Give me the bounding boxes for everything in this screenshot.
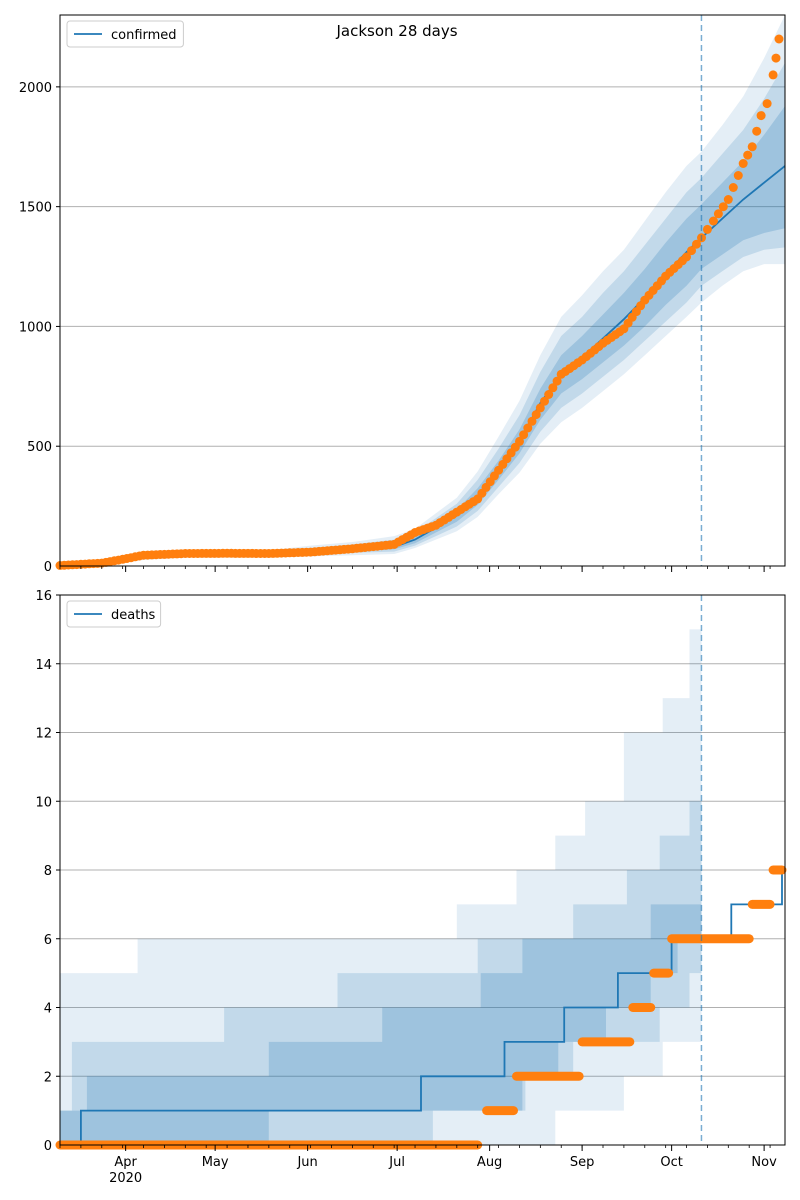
uncertainty-band [60, 801, 702, 1145]
x-tick-label: 2020 [109, 1171, 142, 1186]
observed-point [515, 436, 524, 446]
y-tick-label: 0 [44, 1139, 52, 1154]
observed-point [527, 416, 537, 426]
observed-point [774, 34, 784, 44]
legend-frame [66, 20, 184, 48]
observed-point [531, 410, 541, 420]
y-tick-label: 8 [44, 864, 52, 879]
observed-point [702, 224, 712, 234]
y-tick-label: 1000 [19, 320, 52, 335]
x-tick-label: Jul [388, 1155, 405, 1170]
observed-point [756, 111, 766, 121]
uncertainty-band [60, 15, 785, 566]
confirmed-panel: 0 500 1000 1500 2000 confirmed [19, 14, 786, 575]
legend-label: deaths [111, 608, 156, 623]
x-tick-label: May [202, 1155, 229, 1170]
legend-frame [66, 600, 162, 628]
observed-point [682, 252, 691, 262]
legend: confirmed [66, 20, 184, 48]
observed-point [535, 403, 545, 413]
x-tick-label: Aug [477, 1155, 502, 1170]
observed-point [519, 430, 529, 440]
observed-point [747, 142, 757, 152]
observed-point [768, 70, 778, 80]
x-tick-label: Apr [114, 1155, 137, 1170]
observed-point [723, 195, 733, 204]
observed-point [540, 396, 549, 406]
y-tick-label: 2000 [19, 81, 52, 96]
y-tick-label: 1500 [19, 201, 52, 216]
observed-point [771, 53, 781, 63]
observed-point [718, 202, 728, 212]
observed-point [728, 183, 738, 192]
uncertainty-band [60, 904, 702, 1145]
y-tick-label: 12 [35, 727, 52, 742]
observed-point [544, 390, 554, 399]
model-line [60, 869, 785, 1146]
observed-point [752, 126, 762, 136]
uncertainty-band [60, 62, 785, 567]
observed-point [687, 246, 696, 256]
y-tick-label: 0 [44, 560, 52, 575]
x-tick-label: Jun [296, 1155, 317, 1170]
y-tick-label: 6 [44, 933, 52, 948]
observed-point [548, 383, 558, 393]
observed-point [762, 99, 772, 109]
y-tick-label: 16 [35, 589, 52, 604]
x-tick-label: Sep [570, 1155, 595, 1170]
legend: deaths [66, 600, 162, 628]
observed-point [692, 239, 701, 249]
observed-point [708, 216, 718, 226]
observed-point [523, 423, 533, 433]
y-tick-label: 14 [35, 658, 52, 673]
y-tick-label: 10 [35, 795, 52, 810]
x-tick-label: Oct [660, 1155, 682, 1170]
y-tick-label: 4 [44, 1002, 52, 1017]
axes-frame [59, 594, 786, 1146]
observed-point [552, 376, 562, 386]
x-tick-label: Nov [751, 1155, 777, 1170]
observed-point [713, 209, 723, 219]
observed-point [743, 150, 753, 160]
uncertainty-band [60, 595, 702, 1145]
legend-label: confirmed [111, 28, 177, 43]
axes-frame [59, 14, 786, 567]
observed-point [738, 159, 748, 168]
figure-title: Jackson 28 days [335, 22, 457, 40]
observed-point [733, 171, 743, 180]
y-tick-label: 500 [27, 440, 52, 455]
y-tick-label: 2 [44, 1070, 52, 1085]
